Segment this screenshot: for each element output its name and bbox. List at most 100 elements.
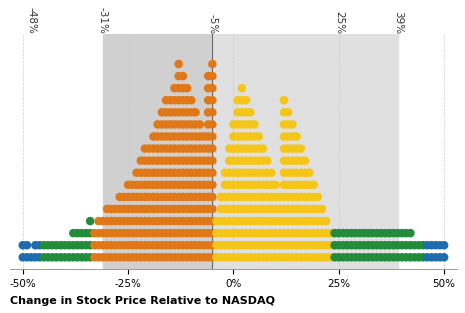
Point (348, 231, 355, 236)
Point (251, 122, 258, 127)
Point (99, 255, 106, 260)
Point (171, 194, 178, 199)
Point (238, 207, 246, 212)
Point (234, 194, 241, 199)
Bar (103, 34, 213, 269)
Point (238, 194, 246, 199)
Point (209, 98, 216, 103)
Point (264, 218, 271, 223)
Point (171, 243, 178, 248)
Point (385, 255, 393, 260)
Point (209, 146, 216, 151)
Point (205, 255, 212, 260)
Point (137, 231, 145, 236)
Point (226, 194, 233, 199)
Text: -48%: -48% (26, 7, 36, 34)
Point (293, 158, 300, 163)
Point (200, 255, 208, 260)
Point (162, 194, 170, 199)
Point (251, 194, 258, 199)
Point (196, 122, 204, 127)
Point (48, 255, 56, 260)
Point (205, 194, 212, 199)
Point (301, 255, 309, 260)
Point (179, 255, 186, 260)
Point (293, 146, 300, 151)
Point (293, 182, 300, 187)
Point (179, 207, 186, 212)
Point (205, 182, 212, 187)
Point (107, 218, 115, 223)
Point (166, 170, 174, 175)
Point (221, 182, 229, 187)
Point (158, 170, 166, 175)
Point (44, 255, 52, 260)
Point (230, 170, 237, 175)
Point (175, 74, 182, 79)
Point (187, 255, 195, 260)
Point (394, 231, 401, 236)
Point (141, 207, 149, 212)
Point (205, 74, 212, 79)
Point (373, 243, 380, 248)
Point (124, 182, 132, 187)
Point (272, 255, 279, 260)
Point (146, 255, 153, 260)
Point (166, 243, 174, 248)
Point (238, 98, 246, 103)
Point (268, 218, 275, 223)
Point (133, 231, 140, 236)
Point (335, 243, 343, 248)
Point (124, 207, 132, 212)
Point (251, 158, 258, 163)
Point (183, 158, 191, 163)
Point (259, 146, 266, 151)
Point (259, 218, 266, 223)
Point (171, 182, 178, 187)
Point (154, 207, 161, 212)
Point (213, 231, 220, 236)
Point (192, 231, 199, 236)
Point (242, 231, 250, 236)
Point (200, 194, 208, 199)
Point (91, 231, 98, 236)
Point (369, 231, 376, 236)
Point (398, 231, 405, 236)
Point (428, 255, 435, 260)
Point (335, 255, 343, 260)
Point (179, 110, 186, 115)
Point (162, 110, 170, 115)
Point (36, 243, 43, 248)
Point (175, 86, 182, 91)
Point (230, 134, 237, 139)
Point (326, 255, 334, 260)
Point (251, 231, 258, 236)
Point (242, 98, 250, 103)
Point (306, 231, 313, 236)
Text: -31%: -31% (98, 7, 108, 34)
Point (306, 194, 313, 199)
Point (154, 158, 161, 163)
Point (175, 158, 182, 163)
Point (419, 243, 427, 248)
Point (398, 243, 405, 248)
Point (162, 243, 170, 248)
Point (242, 218, 250, 223)
Point (394, 255, 401, 260)
Point (183, 255, 191, 260)
Point (192, 207, 199, 212)
Point (183, 218, 191, 223)
Point (230, 146, 237, 151)
Point (137, 243, 145, 248)
X-axis label: Change in Stock Price Relative to NASDAQ: Change in Stock Price Relative to NASDAQ (10, 296, 275, 306)
Point (171, 158, 178, 163)
Point (179, 231, 186, 236)
Point (200, 158, 208, 163)
Point (403, 255, 410, 260)
Point (209, 86, 216, 91)
Point (285, 255, 292, 260)
Point (162, 158, 170, 163)
Point (154, 146, 161, 151)
Point (226, 146, 233, 151)
Point (285, 182, 292, 187)
